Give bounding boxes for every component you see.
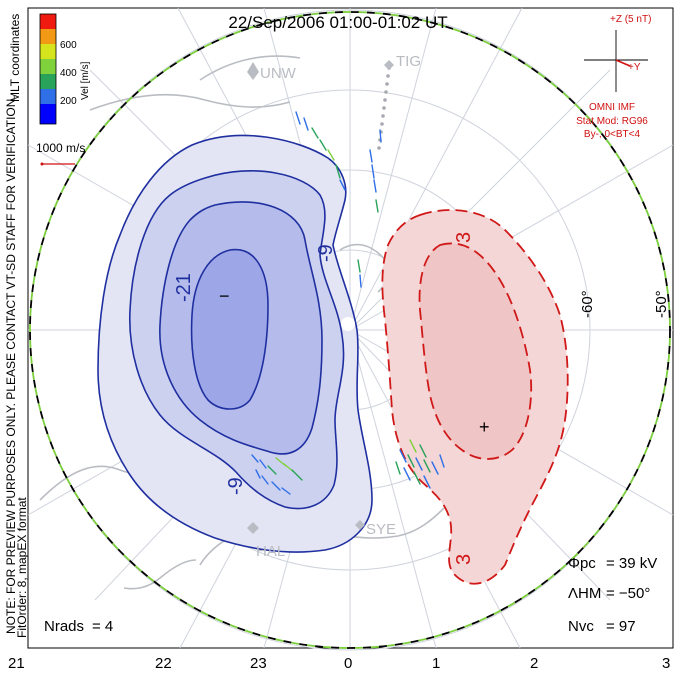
stat-lambda-hm-label: ΛHM — [568, 585, 601, 602]
stat-n-rads-value: = 4 — [92, 618, 113, 635]
imf-condition: By-, 0<BT<4 — [584, 129, 641, 140]
imf-z-label: +Z (5 nT) — [610, 14, 651, 25]
imf-y-label: +Y — [628, 62, 641, 73]
station-label-hal: HAL — [256, 543, 285, 560]
positive-cell — [381, 209, 569, 585]
mlt-label-21: 21 — [8, 655, 25, 672]
imf-model: Stat Mod: RG96 — [576, 116, 648, 127]
negative-cell — [97, 134, 373, 553]
imf-vector — [615, 59, 631, 67]
station-label-sye: SYE — [366, 521, 396, 538]
station-label-unw: UNW — [260, 65, 297, 82]
potential-minimum-marker: − — [219, 286, 230, 306]
stat-n-vc-label: Nvc — [568, 618, 594, 635]
imf-source: OMNI IMF — [589, 102, 635, 113]
radar-fov-track — [377, 66, 391, 150]
velocity-vectors — [251, 111, 445, 495]
stat-lambda-hm-value: = −50° — [606, 585, 650, 602]
mlt-label-23: 23 — [250, 655, 267, 672]
potential-maximum-marker: + — [479, 417, 490, 437]
stat-n-rads-label: Nrads — [44, 618, 84, 635]
vector-cluster-noon — [295, 111, 382, 288]
negative-cell-core — [190, 248, 269, 410]
vector-cluster-dusk — [251, 454, 303, 495]
imf-dial: +Z (5 nT) +Y — [584, 14, 651, 92]
station-marker-unw — [247, 62, 259, 80]
mlt-label-22: 22 — [155, 655, 172, 672]
ref-vector-origin — [40, 162, 44, 166]
fit-order-note: FitOrder: 8, mapEX format — [15, 497, 29, 638]
map-title: 22/Sep/2006 01:00-01:02 UT — [228, 13, 447, 32]
ref-vector-label: 1000 m/s — [36, 141, 85, 155]
vector-cluster-dawn — [395, 439, 445, 489]
contour-label-neg-9-upper: -9 — [315, 244, 337, 262]
mlt-label-0: 0 — [344, 655, 352, 672]
coords-label: MLT coordinates — [8, 14, 22, 102]
contour-label-neg-9-lower: -9 — [225, 477, 247, 495]
stat-n-vc-value: = 97 — [606, 618, 636, 635]
colorbar-tick-200: 200 — [60, 96, 77, 107]
station-marker-sye — [355, 520, 365, 530]
colorbar-tick-600: 600 — [60, 40, 77, 51]
velocity-colorbar — [39, 13, 57, 125]
hm-boundary-black — [29, 11, 671, 649]
contour-label-pos-3-lower: 3 — [453, 554, 475, 565]
lat-label-60: -60° — [579, 290, 596, 318]
mlt-label-3: 3 — [662, 655, 670, 672]
mlt-label-1: 1 — [432, 655, 440, 672]
station-marker-tig — [384, 60, 394, 70]
lat-label-50: -50° — [653, 290, 670, 318]
contour-label-pos-3-upper: 3 — [453, 232, 475, 243]
stat-phi-pc-label: Φpc — [568, 555, 596, 572]
positive-cell-inner — [418, 242, 533, 460]
station-label-tig: TIG — [396, 53, 421, 70]
stat-phi-pc-value: = 39 kV — [606, 555, 657, 572]
colorbar-label: Vel [m/s] — [80, 61, 91, 100]
pole-dot — [341, 317, 355, 331]
station-markers — [247, 60, 394, 534]
contour-label-neg-21: -21 — [173, 273, 195, 302]
colorbar-tick-400: 400 — [60, 68, 77, 79]
station-marker-hal — [247, 522, 259, 534]
mlt-label-2: 2 — [530, 655, 538, 672]
preview-note: NOTE: FOR PREVIEW PURPOSES ONLY. PLEASE … — [4, 95, 18, 634]
hm-boundary-green — [29, 11, 671, 649]
